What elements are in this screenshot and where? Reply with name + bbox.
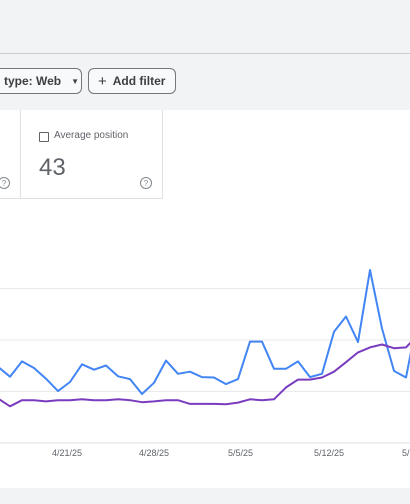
x-tick-label: 5/	[402, 448, 410, 458]
add-filter-button[interactable]: + Add filter	[88, 68, 176, 94]
filter-bar: type: Web ▼ + Add filter	[0, 68, 410, 94]
caret-down-icon: ▼	[71, 76, 80, 86]
series-line-1	[0, 269, 410, 395]
average-position-value: 43	[39, 154, 66, 181]
x-tick-label: 4/28/25	[139, 448, 169, 458]
x-tick-label: 4/21/25	[52, 448, 82, 458]
plus-icon: +	[98, 72, 107, 90]
help-icon[interactable]: ?	[0, 177, 10, 189]
metric-card-partial[interactable]: ?	[0, 110, 21, 199]
search-type-filter-chip[interactable]: type: Web ▼	[0, 68, 82, 94]
metric-card-average-position[interactable]: Average position 43 ?	[21, 110, 163, 199]
performance-chart: 4/21/25 4/28/25 5/5/25 5/12/25 5/	[0, 269, 410, 458]
average-position-label: Average position	[54, 130, 129, 141]
top-bar	[0, 0, 410, 54]
search-type-filter-label: type: Web	[4, 74, 62, 88]
x-tick-label: 5/5/25	[228, 448, 253, 458]
average-position-checkbox[interactable]	[39, 132, 49, 142]
series-line-2	[0, 341, 410, 408]
help-icon[interactable]: ?	[140, 177, 152, 189]
add-filter-label: Add filter	[112, 74, 166, 88]
x-tick-label: 5/12/25	[314, 448, 344, 458]
